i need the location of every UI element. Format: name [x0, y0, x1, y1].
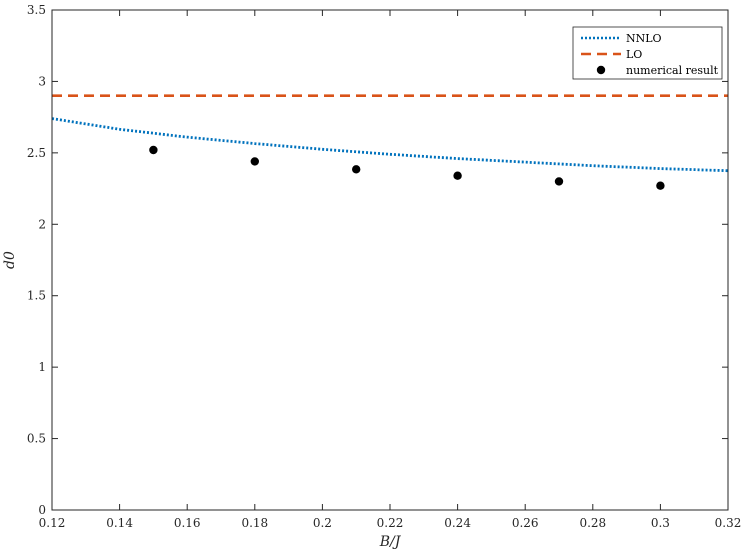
- ticks: 0.12 0.14 0.16 0.18 0.2 0.22 0.24 0.26 0.28 0.3 0.…: [27, 3, 741, 530]
- x-tick-label: 0.24: [444, 516, 471, 530]
- data-point: [453, 171, 462, 180]
- y-tick-label: 2: [38, 217, 46, 231]
- x-tick-label: 0.18: [241, 516, 268, 530]
- series-group: [51, 94, 729, 190]
- y-tick-label: 0: [38, 503, 46, 517]
- data-point: [554, 177, 564, 186]
- x-tick-label: 0.2: [313, 516, 332, 530]
- x-tick-label: 0.32: [715, 516, 742, 530]
- legend-label: NNLO: [626, 32, 662, 45]
- y-tick-label: 3.5: [27, 3, 46, 17]
- legend-label: numerical result: [626, 64, 719, 77]
- y-tick-label: 0.5: [27, 432, 46, 446]
- series-line-nnlo: [51, 117, 729, 173]
- y-tick-label: 2.5: [27, 146, 46, 160]
- x-tick-label: 0.14: [106, 516, 133, 530]
- x-tick-label: 0.3: [651, 516, 670, 530]
- legend-label: LO: [626, 48, 642, 61]
- x-tick-label: 0.12: [39, 516, 66, 530]
- y-tick-label: 3: [38, 74, 46, 88]
- data-point: [656, 181, 665, 190]
- x-tick-label: 0.28: [579, 516, 606, 530]
- x-tick-label: 0.26: [512, 516, 539, 530]
- data-point: [352, 165, 361, 174]
- legend-marker: [596, 65, 606, 75]
- plot-area: [52, 10, 728, 510]
- data-point: [149, 145, 158, 155]
- x-tick-label: 0.22: [377, 516, 404, 530]
- legend: NNLO LO numerical result: [572, 26, 723, 80]
- x-tick-label: 0.16: [174, 516, 201, 530]
- y-tick-label: 1: [38, 360, 46, 374]
- y-axis-label: d0: [2, 251, 18, 269]
- y-tick-label: 1.5: [27, 289, 46, 303]
- x-axis-label: B/J: [379, 534, 402, 550]
- data-point: [250, 157, 259, 166]
